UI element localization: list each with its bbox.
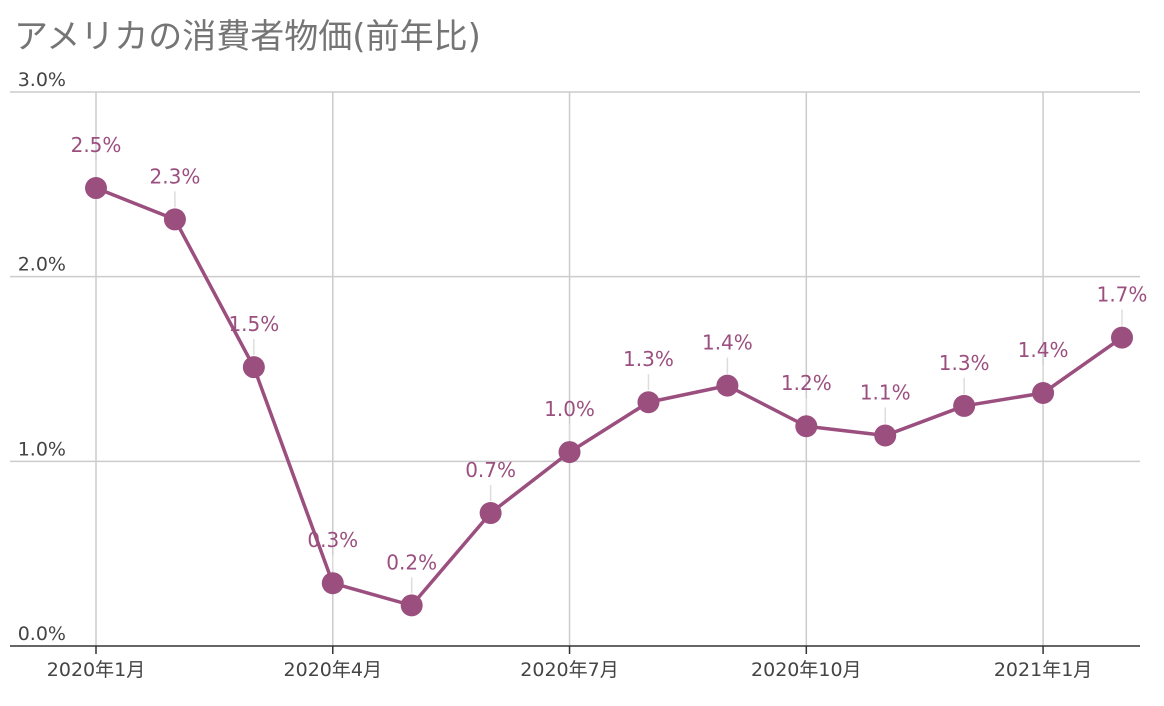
data-point [795, 415, 818, 438]
series-layer [85, 177, 1133, 617]
data-point [400, 594, 423, 617]
x-tick-label: 2020年4月 [284, 659, 382, 681]
y-tick-label: 2.0% [18, 254, 66, 276]
y-tick-label: 0.0% [18, 623, 66, 645]
data-point [479, 502, 502, 525]
data-label: 1.4% [702, 331, 753, 355]
data-label: 1.0% [544, 397, 595, 421]
data-point [321, 572, 344, 595]
data-label: 1.3% [939, 351, 990, 375]
data-point [874, 424, 897, 447]
data-label: 1.2% [781, 371, 832, 395]
series-line [95, 186, 1124, 608]
data-label: 1.3% [623, 347, 674, 371]
data-point [953, 394, 976, 417]
data-point [1032, 382, 1055, 405]
data-label: 1.5% [228, 312, 279, 336]
data-point [637, 391, 660, 414]
y-tick-label: 3.0% [18, 69, 66, 91]
data-label: 1.1% [860, 380, 911, 404]
label-layer: 2.5% 2.3% 1.5% 0.3% 0.2% 0.7% 1.0% 1.3% 1.4% 1.2%… [71, 133, 1148, 594]
data-label: 0.3% [307, 528, 358, 552]
data-point [716, 374, 739, 397]
x-tick-label: 2020年1月 [47, 659, 145, 681]
chart-title: アメリカの消費者物価(前年比) [14, 17, 481, 57]
data-point [163, 208, 186, 231]
data-label: 2.3% [150, 164, 201, 188]
data-label: 0.7% [465, 458, 516, 482]
data-label: 1.4% [1018, 338, 1069, 362]
x-tick-label: 2021年1月 [994, 659, 1092, 681]
axis-layer: 0.0% 1.0% 2.0% 3.0% 2020年1月 2020年4月 2020年7月 202… [10, 69, 1140, 681]
y-tick-label: 1.0% [18, 438, 66, 460]
data-point [85, 177, 107, 200]
data-label: 0.2% [386, 550, 437, 574]
data-label: 2.5% [71, 133, 122, 157]
x-tick-label: 2020年10月 [751, 659, 862, 681]
data-point [558, 441, 581, 464]
data-point [242, 356, 265, 379]
x-tick-label: 2020年7月 [520, 659, 618, 681]
data-label: 1.7% [1097, 283, 1148, 307]
data-point [1111, 326, 1133, 349]
